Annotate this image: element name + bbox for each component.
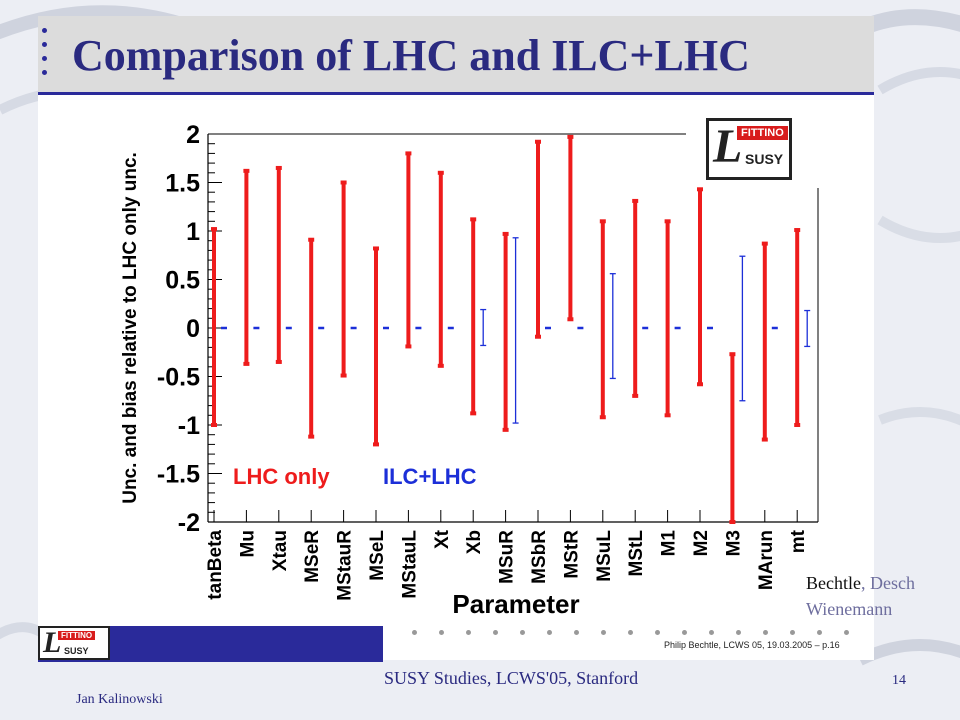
title-band (38, 16, 874, 95)
footer-note: Philip Bechtle, LCWS 05, 19.03.2005 – p.… (664, 640, 840, 650)
author-name-2: Desch (869, 573, 915, 593)
x-tick-label: MStR (561, 530, 582, 579)
logo-sub: SUSY (745, 151, 784, 167)
legend-ilc-lhc: ILC+LHC (383, 464, 477, 489)
fittino-susy-logo: L FITTINO SUSY (706, 118, 792, 180)
footer-logo-brand: FITTINO (58, 631, 96, 640)
presenter-name: Jan Kalinowski (76, 692, 163, 707)
footer-logo-letter: L (43, 626, 62, 659)
x-tick-label: MSeR (302, 530, 323, 583)
author-credits: Bechtle, Desch Wienemann (806, 570, 915, 622)
x-tick-label: MSbR (529, 530, 550, 584)
author-separator: , (860, 573, 870, 593)
x-tick-label: M3 (723, 530, 744, 556)
y-tick-label: 0 (186, 315, 200, 343)
legend-lhc-only: LHC only (233, 464, 330, 489)
y-tick-label: -0.5 (157, 364, 200, 392)
x-tick-label: MStL (626, 530, 647, 577)
title-bullet-dots (42, 28, 50, 84)
slide-title: Comparison of LHC and ILC+LHC (72, 31, 750, 80)
x-tick-label: MSuR (497, 530, 518, 584)
footer-fittino-logo: L FITTINO SUSY (38, 626, 110, 660)
x-tick-label: MSuL (594, 530, 615, 582)
logo-brand: FITTINO (737, 126, 788, 140)
x-tick-label: MArun (756, 530, 777, 590)
y-tick-label: 1.5 (165, 170, 200, 198)
x-tick-label: M2 (691, 530, 712, 556)
x-tick-label: MSeL (367, 530, 388, 581)
x-tick-label: Xt (432, 529, 453, 549)
y-tick-label: 1 (186, 218, 200, 246)
y-tick-label: 2 (186, 121, 200, 149)
author-name-3: Wienemann (806, 599, 893, 619)
x-tick-label: MStauR (335, 530, 356, 601)
x-tick-label: M1 (659, 530, 680, 557)
x-tick-label: MStauL (399, 530, 420, 599)
x-tick-label: Xb (464, 530, 485, 554)
y-tick-label: 0.5 (165, 267, 200, 295)
page-number: 14 (892, 673, 906, 688)
y-axis-title: Unc. and bias relative to LHC only unc. (120, 152, 141, 504)
x-tick-label: tanBeta (205, 530, 226, 600)
x-axis-title: Parameter (452, 589, 579, 619)
author-name-1: Bechtle (806, 573, 861, 593)
x-tick-label: Mu (237, 530, 258, 557)
x-tick-label: mt (788, 529, 809, 553)
y-tick-label: -2 (178, 509, 200, 537)
y-tick-label: -1 (178, 412, 200, 440)
y-tick-label: -1.5 (157, 461, 200, 489)
conference-name: SUSY Studies, LCWS'05, Stanford (384, 668, 639, 688)
x-tick-label: Xtau (270, 530, 291, 571)
footer-logo-sub: SUSY (64, 646, 89, 656)
